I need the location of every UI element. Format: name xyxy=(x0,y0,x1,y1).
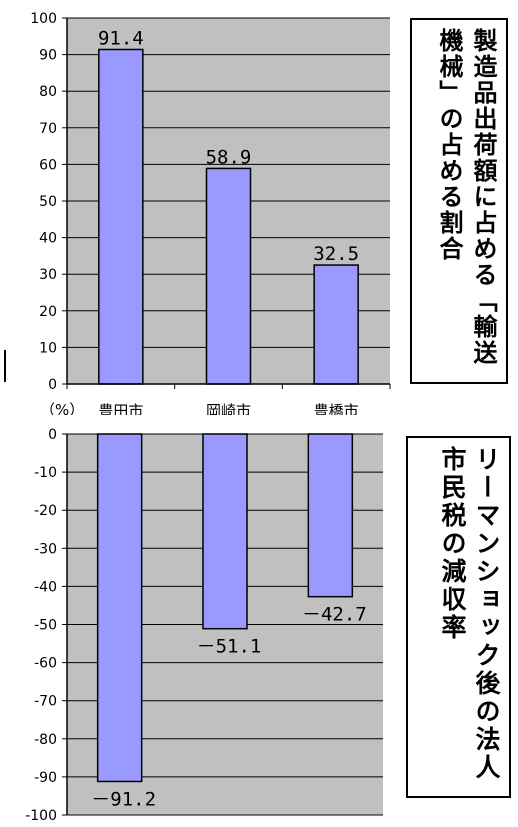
grid-bottom xyxy=(67,433,383,816)
bars-bottom xyxy=(96,433,354,783)
value-label: －51.1 xyxy=(197,636,262,658)
y-tick-label: -90 xyxy=(34,770,57,786)
y-tick-label: 60 xyxy=(39,157,57,173)
category-label: 豊橋市 xyxy=(314,402,359,415)
value-label: －91.2 xyxy=(91,788,156,810)
y-tick-label: 90 xyxy=(39,48,57,64)
y-tick-label: 0 xyxy=(48,427,57,443)
bar-3 xyxy=(313,264,359,385)
value-label: －42.7 xyxy=(302,604,367,626)
y-tick-label: -20 xyxy=(34,503,57,519)
text-cursor xyxy=(4,350,6,382)
y-tick-label: 10 xyxy=(39,340,57,356)
y-tick-label: 100 xyxy=(30,11,57,27)
title-box-top: 製造品出荷額に占める「輸送機械」の占める割合 xyxy=(410,18,508,384)
category-labels: 豊田市 岡崎市 豊橋市 xyxy=(98,402,358,415)
unit-label: （%） xyxy=(40,401,84,415)
y-tick-label: 30 xyxy=(39,267,57,283)
bar-1 xyxy=(96,433,143,783)
y-tick-label: 40 xyxy=(39,231,57,247)
value-labels-top: 91.4 58.9 32.5 xyxy=(98,27,359,265)
y-ticks-bottom: 0 -10 -20 -30 -40 -50 -60 -70 -80 -90 -100 xyxy=(25,427,67,824)
value-label: 32.5 xyxy=(313,243,359,265)
y-tick-label: -70 xyxy=(34,694,57,710)
y-tick-label: 80 xyxy=(39,84,57,100)
value-labels-bottom: －91.2 －51.1 －42.7 xyxy=(91,604,366,811)
bar-3 xyxy=(307,433,354,598)
y-tick-label: -30 xyxy=(34,541,57,557)
y-tick-label: -80 xyxy=(34,732,57,748)
y-tick-label: -50 xyxy=(34,618,57,634)
y-tick-label: -10 xyxy=(34,465,57,481)
y-tick-label: 70 xyxy=(39,121,57,137)
chart-title-top: 製造品出荷額に占める「輸送機械」の占める割合 xyxy=(435,28,497,366)
chart-title-bottom: リーマンショック後の法人市民税の減収率 xyxy=(438,446,501,782)
y-tick-label: -60 xyxy=(34,656,57,672)
chart-top-bar: 0 10 20 30 40 50 60 70 80 90 100 91.4 58.9 32.5 豊田市 岡… xyxy=(30,11,391,415)
y-tick-label: -100 xyxy=(25,808,57,824)
y-tick-label: 50 xyxy=(39,194,57,210)
y-tick-label: -40 xyxy=(34,579,57,595)
title-box-bottom: リーマンショック後の法人市民税の減収率 xyxy=(406,436,511,798)
y-tick-label: 20 xyxy=(39,304,57,320)
bar-1 xyxy=(98,48,144,385)
category-label: 豊田市 xyxy=(98,402,143,415)
y-ticks-top: 0 10 20 30 40 50 60 70 80 90 100 xyxy=(30,11,68,393)
x-tick-marks-top xyxy=(66,384,391,389)
category-label: 岡崎市 xyxy=(206,402,251,415)
value-label: 91.4 xyxy=(98,27,144,49)
bar-2 xyxy=(202,433,248,630)
value-label: 58.9 xyxy=(206,146,252,168)
bar-2 xyxy=(205,167,252,385)
plot-area-bottom xyxy=(67,434,383,815)
y-tick-label: 0 xyxy=(48,377,57,393)
